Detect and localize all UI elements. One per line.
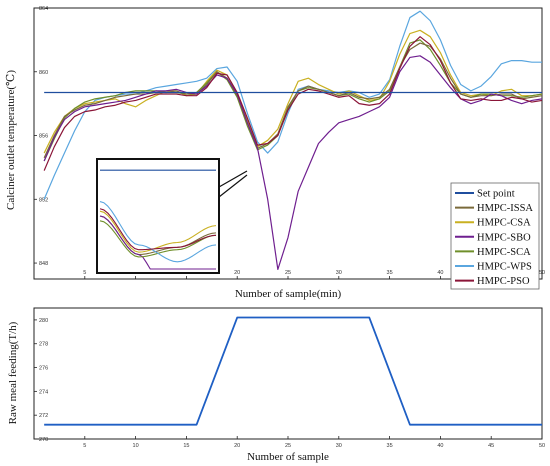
legend: Set point HMPC-ISSA HMPC-CSA HMPC-SBO HMPC-S… (450, 182, 540, 290)
x-tick-label: 35 (387, 443, 393, 449)
raw-meal-chart: 270 272 274 276 278 280 5 10 15 20 25 30 35 40 45 50 R… (7, 307, 545, 463)
zoom-connector-top (218, 170, 248, 188)
legend-label-hmpc-issa: HMPC-ISSA (477, 203, 533, 214)
series-line-hmpc-issa (43, 42, 543, 159)
x-tick-label: 25 (285, 270, 291, 276)
legend-label-hmpc-sbo: HMPC-SBO (477, 232, 531, 243)
x-tick-label: 40 (437, 270, 443, 276)
raw-meal-x-axis: 5 10 15 20 25 30 35 40 45 50 (83, 436, 545, 449)
x-tick-label: 25 (285, 443, 291, 449)
x-tick-label: 15 (183, 443, 189, 449)
x-tick-label: 5 (83, 270, 86, 276)
inset-line-hmpc-csa (99, 210, 217, 253)
zoom-inset-series (99, 169, 217, 270)
y-tick-label: 864 (39, 6, 48, 12)
y-tick-label: 280 (39, 318, 48, 324)
zoom-connector-bottom (218, 174, 248, 198)
y-tick-label: 278 (39, 342, 48, 348)
temperature-series-group (43, 10, 543, 271)
y-tick-label: 856 (39, 134, 48, 140)
y-tick-label: 276 (39, 366, 48, 372)
raw-meal-y-axis: 270 272 274 276 278 280 (34, 318, 48, 443)
raw-meal-series-group (44, 316, 542, 426)
inset-line-hmpc-sbo (99, 215, 216, 270)
x-tick-label: 30 (336, 443, 342, 449)
y-tick-label: 270 (39, 437, 48, 443)
temperature-x-axis-title: Number of sample(min) (235, 288, 342, 300)
x-tick-label: 10 (133, 443, 139, 449)
raw-meal-feeding-line (44, 316, 542, 426)
y-tick-label: 274 (39, 389, 48, 395)
legend-label-hmpc-sca: HMPC-SCA (477, 247, 531, 258)
y-tick-label: 852 (39, 197, 48, 203)
legend-label-hmpc-pso: HMPC-PSO (477, 276, 530, 287)
raw-meal-plot-frame (33, 307, 543, 440)
x-tick-label: 5 (83, 443, 86, 449)
inset-line-hmpc-pso (99, 208, 217, 251)
series-line-hmpc-pso (43, 36, 543, 171)
x-tick-label: 40 (437, 443, 443, 449)
raw-meal-y-axis-title: Raw meal feeding(T/h) (7, 321, 19, 424)
raw-meal-x-axis-title: Number of sample (247, 451, 329, 463)
legend-label-set-point: Set point (477, 189, 515, 200)
y-tick-label: 848 (39, 261, 48, 267)
x-tick-label: 20 (234, 443, 240, 449)
zoom-inset (96, 158, 248, 274)
y-tick-label: 860 (39, 70, 48, 76)
x-tick-label: 20 (234, 270, 240, 276)
legend-items: Set point HMPC-ISSA HMPC-CSA HMPC-SBO HMPC-S… (455, 189, 533, 287)
x-tick-label: 30 (336, 270, 342, 276)
legend-label-hmpc-wps: HMPC-WPS (477, 262, 532, 273)
temperature-y-axis-title: Calciner outlet temperature(℃) (5, 70, 17, 210)
x-tick-label: 45 (488, 443, 494, 449)
x-tick-label: 50 (539, 270, 545, 276)
zoom-inset-box (96, 158, 220, 274)
x-tick-label: 50 (539, 443, 545, 449)
temperature-y-axis: 848 852 856 860 864 (34, 6, 48, 267)
y-tick-label: 272 (39, 413, 48, 419)
x-tick-label: 35 (387, 270, 393, 276)
legend-label-hmpc-csa: HMPC-CSA (477, 218, 531, 229)
inset-line-hmpc-wps (99, 201, 217, 263)
